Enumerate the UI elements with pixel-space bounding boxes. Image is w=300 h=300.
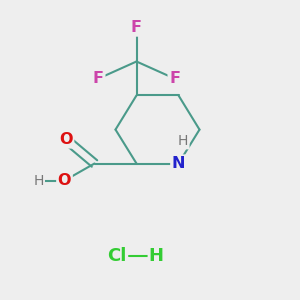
Text: N: N — [172, 156, 185, 171]
Text: O: O — [59, 132, 73, 147]
Text: F: F — [169, 71, 180, 86]
Text: H: H — [33, 174, 43, 188]
Text: F: F — [93, 71, 104, 86]
Text: H: H — [178, 134, 188, 148]
Text: Cl: Cl — [107, 247, 127, 265]
Text: F: F — [131, 20, 142, 35]
Text: H: H — [148, 247, 164, 265]
Text: O: O — [58, 173, 71, 188]
